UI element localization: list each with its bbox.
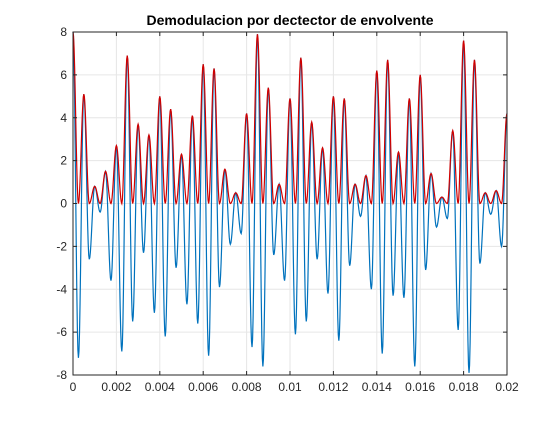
x-tick-label: 0.018 (449, 380, 479, 394)
series-layer (72, 31, 508, 373)
x-tick-label: 0.016 (405, 380, 435, 394)
x-tick-label: 0.008 (232, 380, 262, 394)
y-tick-label: -4 (56, 282, 67, 296)
y-tick-label: 8 (60, 25, 67, 39)
chart-title: Demodulacion por dectector de envolvente (146, 12, 433, 28)
y-tick-label: -2 (56, 239, 67, 253)
x-tick-label: 0.002 (101, 380, 131, 394)
x-tick-label: 0.02 (495, 380, 519, 394)
x-tick-label: 0.006 (188, 380, 218, 394)
axes-layer: 0 0.002 0.004 0.006 0.008 0.01 0.012 0.014 0.016… (56, 25, 519, 394)
y-tick-label: -6 (56, 325, 67, 339)
y-tick-label: 2 (60, 154, 67, 168)
x-tick-label: 0.01 (278, 380, 302, 394)
x-tick-label: 0.004 (145, 380, 175, 394)
x-tick-label: 0.014 (362, 380, 392, 394)
y-tick-label: 0 (60, 197, 67, 211)
y-tick-label: 6 (60, 68, 67, 82)
envelope-line (72, 31, 508, 206)
y-tick-label: -8 (56, 368, 67, 382)
x-tick-label: 0.012 (318, 380, 348, 394)
x-tick-label: 0 (70, 380, 77, 394)
y-tick-label: 4 (60, 111, 67, 125)
